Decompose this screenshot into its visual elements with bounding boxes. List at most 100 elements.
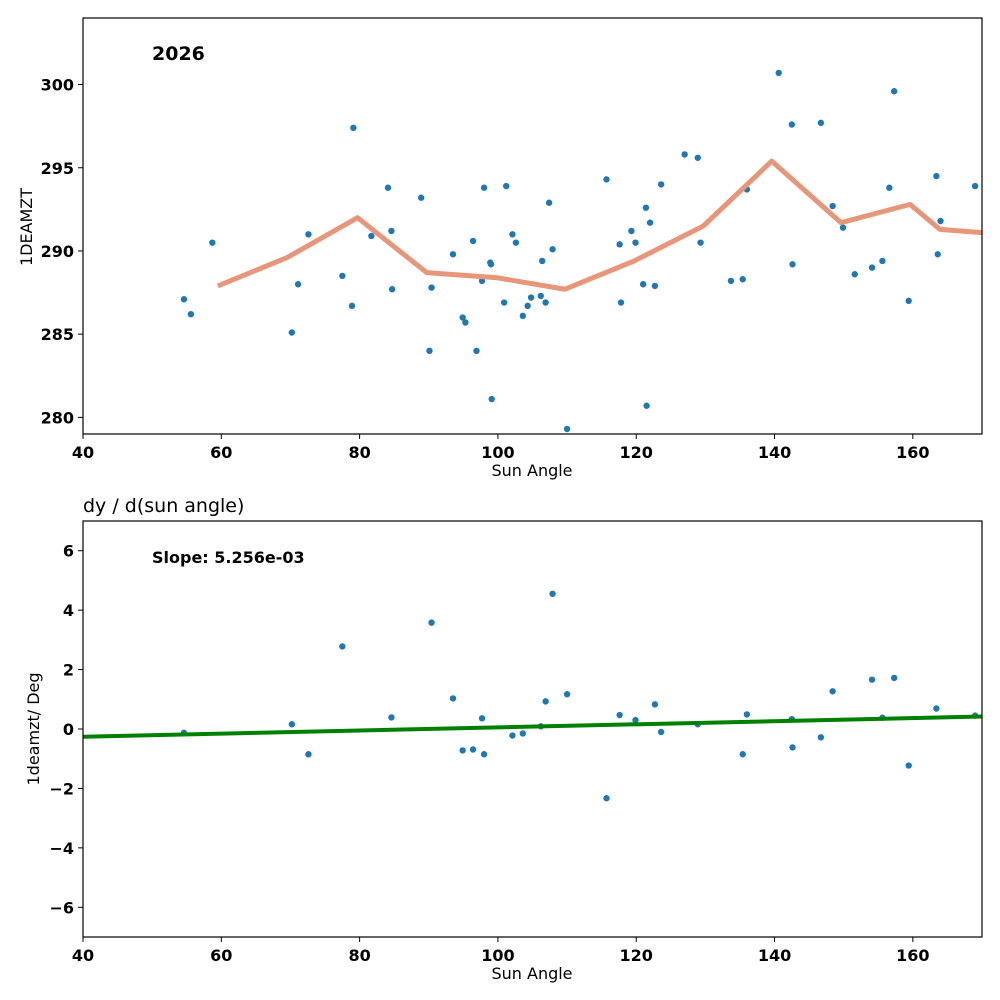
top-x-tick-label: 140 — [758, 443, 791, 462]
top-scatter-point — [538, 257, 546, 265]
top-scatter-point — [890, 88, 898, 95]
top-plot-marks — [180, 69, 982, 433]
top-y-ticks: 280 285 290 295 300 — [41, 76, 83, 427]
top-scatter-point — [500, 299, 508, 306]
bottom-scatter-point — [563, 691, 571, 698]
top-scatter-point — [305, 231, 312, 238]
bottom-scatter-point — [549, 590, 556, 597]
top-x-tick-label: 120 — [620, 443, 653, 462]
top-scatter-point — [294, 281, 302, 288]
top-scatter-point — [542, 299, 549, 306]
top-scatter-point — [603, 176, 610, 183]
bottom-scatter-point — [632, 716, 639, 724]
top-scatter-point — [616, 241, 623, 248]
bottom-x-ticks: 40 60 80 100 120 140 160 — [72, 937, 930, 965]
bottom-y-axis-label: 1deamzt/ Deg — [24, 672, 43, 785]
top-scatter-point — [545, 199, 553, 206]
top-y-tick-label: 295 — [41, 159, 74, 178]
top-scatter-point — [643, 402, 650, 409]
top-scatter-point — [512, 239, 520, 246]
top-scatter-point — [488, 395, 495, 403]
top-scatter-point — [348, 302, 356, 310]
top-scatter-point — [426, 347, 433, 354]
top-scatter-point — [868, 264, 876, 271]
bottom-x-tick-label: 100 — [481, 946, 514, 965]
top-scatter-point — [933, 172, 940, 180]
top-scatter-point — [879, 257, 886, 265]
top-scatter-point — [697, 239, 704, 246]
top-scatter-point — [449, 251, 457, 258]
top-scatter-point — [388, 227, 395, 235]
bottom-y-tick-label: −4 — [49, 839, 74, 858]
top-scatter-point — [617, 299, 625, 306]
top-scatter-point — [727, 277, 735, 285]
bottom-x-tick-label: 140 — [758, 946, 791, 965]
bottom-x-tick-label: 80 — [348, 946, 370, 965]
bottom-scatter-point — [542, 698, 549, 705]
bottom-y-ticks: −6 −4 −2 0 2 4 6 — [49, 542, 83, 917]
top-scatter-point — [487, 261, 495, 268]
bottom-scatter-point — [469, 746, 477, 753]
bottom-scatter-point — [305, 751, 312, 758]
top-binned-mean-line — [216, 158, 982, 292]
slope-annotation: Slope: 5.256e-03 — [152, 548, 305, 567]
top-scatter-point — [459, 314, 466, 321]
top-x-tick-label: 100 — [481, 443, 514, 462]
top-scatter-point — [651, 282, 659, 290]
bottom-scatter-point — [829, 688, 836, 695]
bottom-scatter-point — [651, 701, 659, 708]
top-x-tick-label: 160 — [896, 443, 929, 462]
top-x-tick-label: 40 — [72, 443, 94, 462]
top-scatter-point — [739, 276, 746, 283]
top-scatter-point — [384, 184, 392, 191]
top-scatter-point — [829, 202, 836, 210]
top-scatter-point — [628, 227, 635, 235]
top-scatter-point — [509, 231, 516, 238]
top-y-tick-label: 285 — [41, 325, 74, 344]
bottom-scatter-point — [478, 715, 486, 722]
top-x-axis-label: Sun Angle — [491, 461, 572, 480]
top-scatter-point — [339, 272, 346, 280]
top-scatter-point — [937, 217, 944, 225]
bottom-scatter-point — [868, 676, 876, 683]
top-scatter-point — [642, 204, 650, 211]
top-scatter-point — [473, 347, 480, 354]
bottom-scatter-point — [509, 732, 516, 739]
bottom-y-tick-label: 6 — [63, 542, 74, 561]
bottom-subplot: dy / d(sun angle) 40 60 80 100 120 140 160 −6−… — [24, 495, 983, 983]
bottom-scatter-point — [933, 705, 940, 712]
bottom-x-tick-label: 120 — [620, 946, 653, 965]
bottom-plot-area — [83, 590, 982, 802]
top-x-ticks: 40 60 80 100 120 140 160 — [72, 434, 930, 462]
top-scatter-point — [646, 219, 654, 226]
top-y-axis-label: 1DEAMZT — [17, 188, 36, 266]
bottom-y-tick-label: 0 — [63, 720, 74, 739]
top-scatter-point — [905, 297, 912, 305]
top-scatter-point — [549, 246, 556, 253]
top-scatter-point — [388, 286, 396, 293]
top-scatter-point — [789, 261, 796, 268]
bottom-x-tick-label: 160 — [896, 946, 929, 965]
top-scatter-point — [480, 184, 488, 191]
bottom-scatter-point — [288, 721, 296, 728]
top-x-tick-label: 60 — [210, 443, 232, 462]
bottom-y-tick-label: 2 — [63, 661, 74, 680]
top-scatter-point — [428, 284, 435, 291]
top-plot-frame — [82, 17, 983, 435]
bottom-scatter-point — [339, 643, 346, 650]
bottom-scatter-point — [616, 711, 623, 719]
bottom-plot-title: dy / d(sun angle) — [83, 495, 244, 517]
bottom-scatter-point — [817, 734, 825, 741]
top-scatter-point — [350, 124, 357, 132]
top-plot-area — [180, 69, 982, 433]
top-scatter-point — [537, 292, 544, 300]
top-y-tick-label: 300 — [41, 76, 74, 95]
top-scatter-point — [694, 154, 701, 161]
bottom-x-tick-label: 40 — [72, 946, 94, 965]
bottom-scatter-point — [743, 711, 751, 718]
top-scatter-point — [417, 194, 425, 201]
bottom-scatter-point — [603, 795, 610, 802]
top-scatter-point — [839, 224, 847, 231]
bottom-scatter-point — [459, 747, 466, 754]
